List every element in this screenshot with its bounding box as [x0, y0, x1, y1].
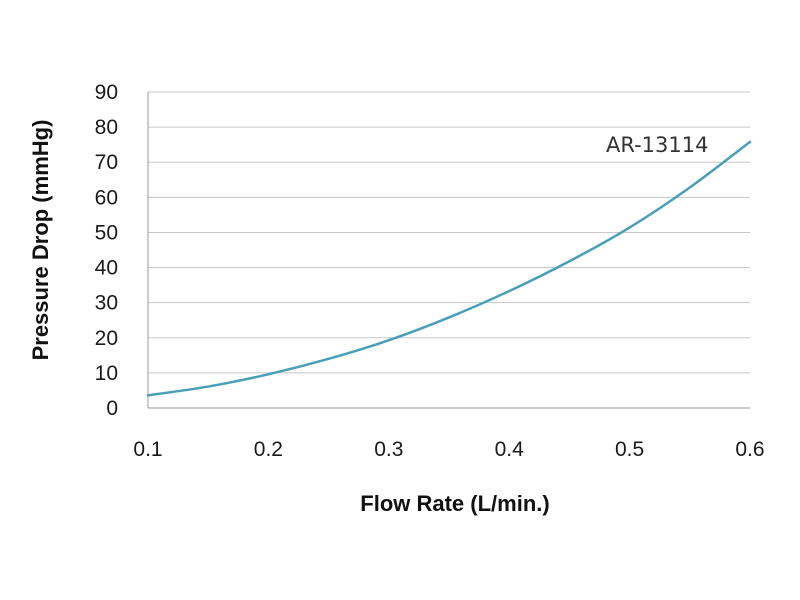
x-tick-labels: 0.1 0.2 0.3 0.4 0.5 0.6	[133, 438, 764, 461]
y-tick-label-30: 30	[95, 292, 118, 315]
x-tick-label-0-1: 0.1	[133, 438, 162, 461]
series	[146, 140, 752, 397]
y-tick-label-80: 80	[95, 116, 118, 139]
gridlines	[148, 91, 750, 374]
x-tick-label-0-4: 0.4	[495, 438, 525, 461]
y-tick-label-60: 60	[95, 186, 118, 209]
series-line-ar-13114	[146, 140, 752, 397]
x-axis-title: Flow Rate (L/min.)	[360, 491, 549, 516]
y-tick-label-20: 20	[95, 327, 118, 350]
y-tick-label-40: 40	[95, 257, 118, 280]
y-tick-label-70: 70	[95, 151, 118, 174]
y-tick-label-10: 10	[95, 362, 118, 385]
x-tick-label-0-5: 0.5	[615, 438, 644, 461]
y-tick-label-90: 90	[95, 81, 118, 104]
y-tick-label-0: 0	[106, 397, 118, 420]
y-tick-labels: 0 10 20 30 40 50 60 70 80 90	[95, 81, 118, 420]
x-tick-label-0-6: 0.6	[735, 438, 764, 461]
axes	[147, 92, 750, 409]
x-tick-label-0-3: 0.3	[374, 438, 403, 461]
y-axis-title: Pressure Drop (mmHg)	[28, 120, 53, 361]
y-tick-label-50: 50	[95, 221, 118, 244]
series-label-ar-13114: AR-13114	[606, 133, 709, 157]
x-tick-label-0-2: 0.2	[254, 438, 283, 461]
